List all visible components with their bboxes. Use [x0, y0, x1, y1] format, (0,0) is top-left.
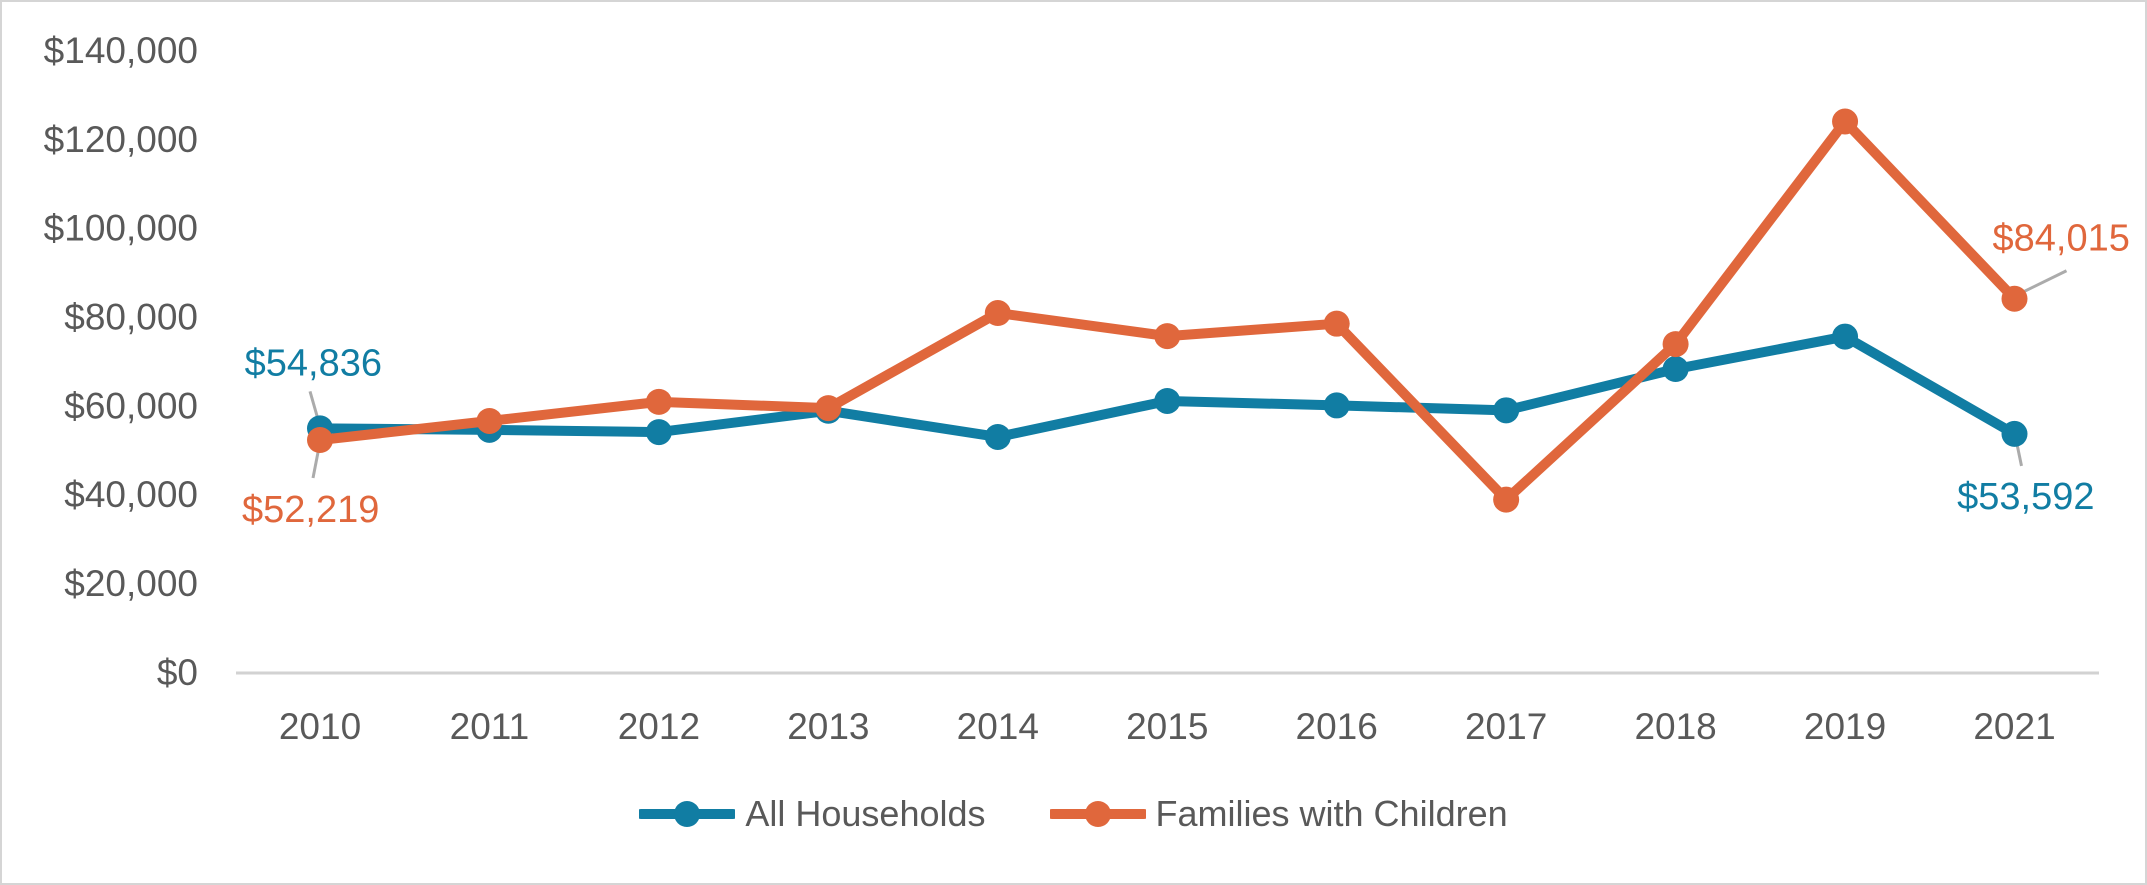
- data-point-marker: [1154, 387, 1181, 414]
- annotation-leader-line: [2016, 269, 2068, 297]
- legend-marker-icon: [674, 801, 701, 827]
- annotation-label: $53,592: [1957, 476, 2094, 518]
- legend-label: Families with Children: [1155, 793, 1508, 834]
- data-point-marker: [1832, 108, 1859, 135]
- data-point-marker: [1662, 355, 1689, 382]
- data-point-marker: [2001, 285, 2028, 312]
- data-point-marker: [1323, 310, 1350, 337]
- annotation-label: $54,836: [245, 342, 382, 384]
- data-point-marker: [1323, 392, 1350, 419]
- y-tick-label: $0: [157, 652, 198, 693]
- data-point-marker: [645, 419, 672, 446]
- annotation-label: $52,219: [242, 489, 379, 531]
- data-point-marker: [815, 395, 842, 422]
- data-point-marker: [984, 423, 1011, 450]
- y-tick-label: $80,000: [64, 297, 198, 338]
- legend-item-all-households: All Households: [639, 793, 986, 835]
- y-tick-label: $40,000: [64, 474, 198, 515]
- data-point-marker: [1493, 397, 1520, 424]
- legend-item-families-with-children: Families with Children: [1049, 793, 1508, 835]
- series-line: [315, 331, 2020, 442]
- data-point-marker: [307, 426, 333, 453]
- legend-swatch-icon: [639, 801, 736, 827]
- y-tick-label: $100,000: [44, 208, 198, 249]
- data-point-marker: [1662, 331, 1689, 358]
- legend-swatch-icon: [1049, 801, 1146, 827]
- x-tick-label: 2017: [1465, 706, 1547, 747]
- annotation-label: $84,015: [1993, 218, 2130, 260]
- x-tick-label: 2011: [450, 706, 530, 747]
- y-tick-label: $140,000: [44, 30, 198, 71]
- data-point-marker: [1154, 323, 1181, 350]
- data-point-marker: [645, 388, 672, 415]
- x-tick-label: 2012: [618, 706, 700, 747]
- x-tick-label: 2010: [279, 706, 361, 747]
- y-tick-label: $120,000: [44, 119, 198, 160]
- data-point-marker: [476, 407, 503, 434]
- y-tick-label: $60,000: [64, 385, 198, 426]
- x-tick-label: 2019: [1804, 706, 1886, 747]
- data-point-marker: [1493, 486, 1520, 513]
- legend-label: All Households: [745, 793, 986, 834]
- legend-marker-icon: [1084, 801, 1111, 827]
- x-tick-label: 2021: [1973, 706, 2055, 747]
- x-tick-label: 2016: [1296, 706, 1378, 747]
- data-point-marker: [2001, 420, 2028, 447]
- x-tick-label: 2018: [1634, 706, 1716, 747]
- x-tick-label: 2015: [1126, 706, 1208, 747]
- data-point-marker: [984, 300, 1011, 327]
- series-line: [315, 116, 2020, 505]
- data-point-marker: [1832, 323, 1859, 350]
- x-tick-label: 2013: [787, 706, 869, 747]
- chart-legend: All Households Families with Children: [2, 793, 2145, 835]
- x-tick-label: 2014: [957, 706, 1039, 747]
- y-tick-label: $20,000: [64, 563, 198, 604]
